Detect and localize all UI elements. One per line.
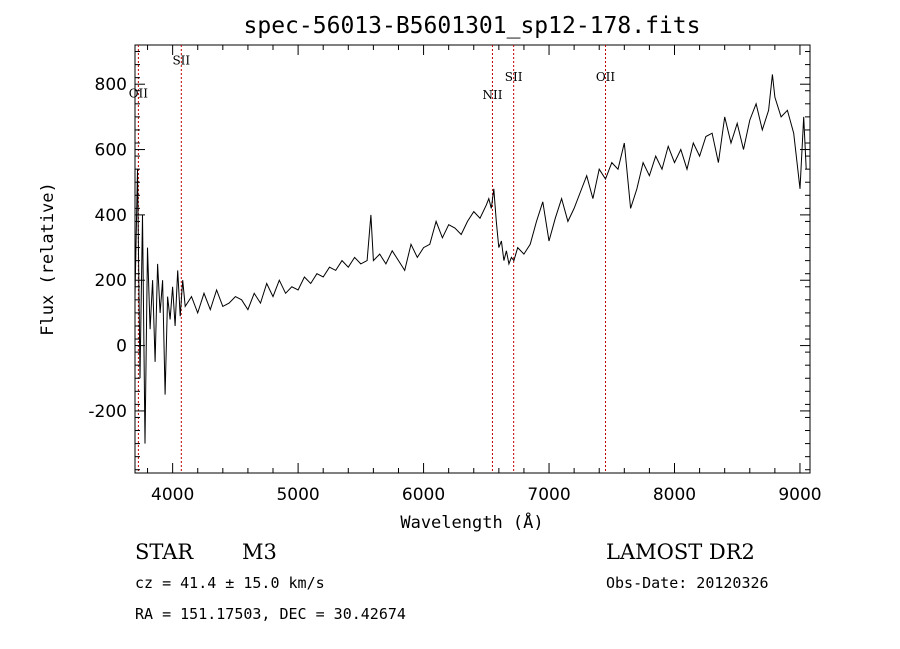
y-tick-label: -200 — [88, 402, 127, 422]
info-panel: STAR M3 LAMOST DR2 cz = 41.4 ± 15.0 km/s… — [135, 540, 769, 623]
emission-line-label: SII — [172, 54, 190, 68]
y-tick-label: 800 — [95, 75, 127, 95]
x-axis-label: Wavelength (Å) — [400, 511, 543, 533]
x-tick-label: 8000 — [653, 485, 696, 505]
object-subclass: M3 — [242, 540, 277, 564]
survey-name: LAMOST DR2 — [606, 540, 755, 564]
obs-date: Obs-Date: 20120326 — [606, 574, 769, 592]
object-class: STAR — [135, 540, 194, 564]
chart-title: spec-56013-B5601301_sp12-178.fits — [244, 13, 701, 39]
x-tick-label: 7000 — [527, 485, 570, 505]
x-tick-label: 9000 — [778, 485, 821, 505]
x-tick-label: 4000 — [151, 485, 194, 505]
emission-line-label: OII — [129, 86, 149, 100]
y-axis-label: Flux (relative) — [38, 182, 58, 336]
y-tick-label: 0 — [116, 337, 127, 357]
emission-line-label: OII — [596, 70, 616, 84]
axis-ticks: 4000 5000 6000 7000 8000 9000 -200 0 200 400 600 80… — [88, 45, 822, 505]
redshift-text: cz = 41.4 ± 15.0 km/s — [135, 574, 325, 592]
emission-line-label: NII — [482, 88, 502, 102]
emission-line-label: SII — [505, 70, 523, 84]
plot-frame — [134, 44, 811, 474]
y-tick-label: 600 — [95, 141, 127, 161]
x-tick-label: 5000 — [276, 485, 319, 505]
spectrum-line — [134, 74, 807, 444]
y-tick-label: 200 — [95, 271, 127, 291]
coordinates: RA = 151.17503, DEC = 30.42674 — [135, 605, 406, 623]
x-tick-label: 6000 — [402, 485, 445, 505]
y-tick-label: 400 — [95, 206, 127, 226]
